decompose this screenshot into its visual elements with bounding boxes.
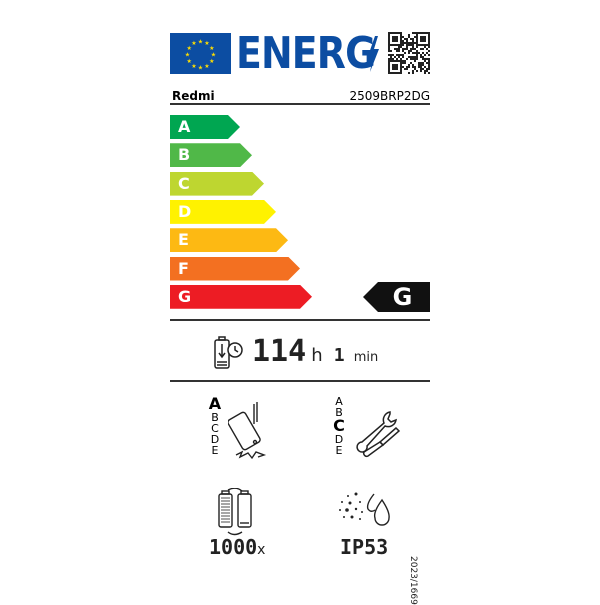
svg-text:★: ★ xyxy=(198,39,203,46)
divider xyxy=(170,380,430,382)
divider xyxy=(170,319,430,321)
svg-text:★: ★ xyxy=(187,45,192,52)
svg-text:★: ★ xyxy=(209,45,214,52)
cycles-unit: x xyxy=(257,542,266,558)
minutes-unit: min xyxy=(353,350,379,365)
svg-text:★: ★ xyxy=(187,58,192,65)
phone-drop-icon xyxy=(228,402,267,460)
scale-letter: C xyxy=(211,422,219,435)
svg-text:★: ★ xyxy=(191,40,196,47)
brand-name: Redmi xyxy=(172,89,215,103)
energy-class-f: F xyxy=(170,257,300,281)
eu-flag-icon: ★ ★ ★ ★ ★ ★ ★ ★ ★ ★ ★ ★ xyxy=(170,33,231,74)
dust-water-icon xyxy=(339,492,390,526)
hours-unit: h xyxy=(311,345,323,366)
battery-cycles: 1000x xyxy=(209,535,265,559)
svg-text:★: ★ xyxy=(204,63,209,70)
energy-class-d: D xyxy=(170,200,276,224)
cycles-value: 1000 xyxy=(209,535,258,559)
scale-letter: D xyxy=(210,433,220,446)
scale-letter: B xyxy=(211,411,219,424)
energy-class-a: A xyxy=(170,115,240,139)
scale-letter: B xyxy=(335,406,343,419)
qr-code-icon xyxy=(388,32,430,74)
svg-text:★: ★ xyxy=(204,40,209,47)
scale-letter: C xyxy=(333,416,345,435)
model-number: 2509BRP2DG xyxy=(349,89,430,103)
scale-letter: E xyxy=(211,444,219,457)
svg-text:★: ★ xyxy=(185,52,190,59)
divider xyxy=(170,103,430,105)
svg-text:★: ★ xyxy=(209,58,214,65)
energy-class-g: G xyxy=(170,285,312,309)
energy-class-c: C xyxy=(170,172,264,196)
rating-indicator: G xyxy=(363,282,430,312)
lightning-bolt-icon xyxy=(368,36,379,72)
wrench-screwdriver-icon xyxy=(356,411,401,458)
battery-hours: 114 xyxy=(252,334,307,369)
battery-endurance-icon xyxy=(214,336,243,369)
energy-class-e: E xyxy=(170,228,288,252)
svg-text:★: ★ xyxy=(211,52,216,59)
scale-letter: E xyxy=(335,444,343,457)
battery-minutes: 1 xyxy=(333,345,345,366)
scale-letter: D xyxy=(334,433,344,446)
regulation-number: 2023/1669 xyxy=(408,556,418,605)
battery-cycles-icon xyxy=(218,488,252,536)
scale-letter: A xyxy=(335,395,343,408)
energy-class-b: B xyxy=(170,143,252,167)
ip-rating: IP53 xyxy=(340,535,389,559)
energy-title: ENERG xyxy=(236,28,376,79)
scale-letter: A xyxy=(208,394,222,413)
svg-text:★: ★ xyxy=(198,65,203,72)
svg-text:★: ★ xyxy=(191,63,196,70)
